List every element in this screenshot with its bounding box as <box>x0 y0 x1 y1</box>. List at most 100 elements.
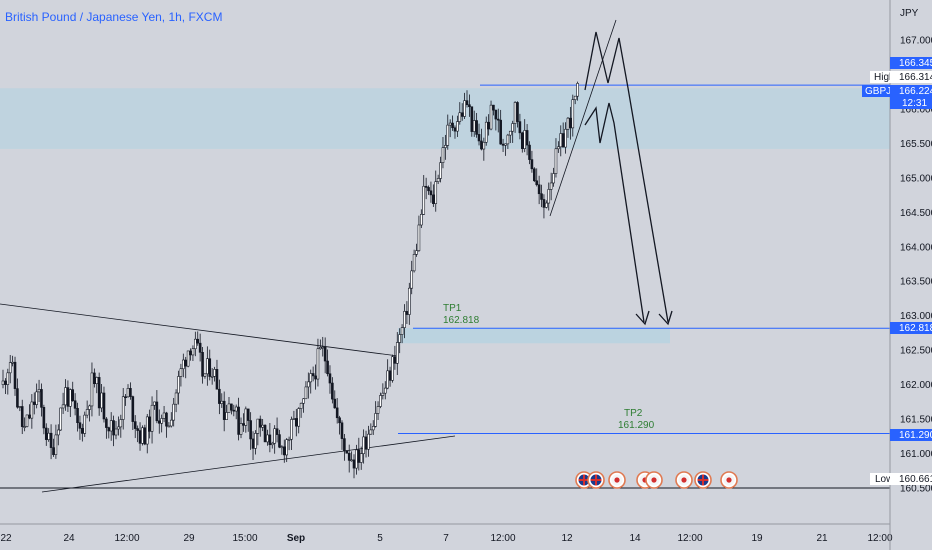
candle <box>49 424 53 460</box>
candle-body <box>232 409 236 412</box>
candle <box>203 373 207 379</box>
candle <box>280 445 284 455</box>
candle-body <box>340 422 344 439</box>
candle-body <box>540 193 543 200</box>
candle-body <box>13 361 17 389</box>
candle <box>179 363 183 387</box>
candle-body <box>482 141 486 150</box>
candle-body <box>88 405 91 410</box>
event-icon[interactable] <box>720 471 738 489</box>
candle <box>355 444 358 475</box>
candle <box>93 368 96 388</box>
economic-event-icons[interactable] <box>575 471 738 489</box>
candle <box>141 425 144 446</box>
candle <box>150 396 154 444</box>
candle-body <box>280 446 284 449</box>
candle-body <box>525 130 529 146</box>
candle-body <box>28 414 31 419</box>
candle <box>480 128 483 151</box>
tp1-label: TP1 162.818 <box>443 303 480 326</box>
candle-body <box>109 420 113 432</box>
candle <box>234 404 238 420</box>
candle-body <box>131 396 135 422</box>
candle <box>201 347 204 384</box>
tp2-label-value: 161.290 <box>618 420 655 431</box>
candle <box>391 354 394 383</box>
candle <box>299 402 303 418</box>
candle <box>499 109 502 145</box>
candle <box>189 348 192 361</box>
candle <box>184 356 188 379</box>
candle-body <box>194 338 197 350</box>
candle-body <box>150 404 154 432</box>
candle-body <box>83 414 87 434</box>
candle <box>119 414 123 438</box>
candle <box>266 429 269 446</box>
candle <box>400 324 404 344</box>
candle-body <box>69 389 72 407</box>
x-tick-label: 24 <box>63 533 75 544</box>
tp2-price-tag <box>890 429 932 441</box>
candle-body <box>535 180 539 186</box>
candle-body <box>242 423 245 426</box>
candle-body <box>338 417 341 424</box>
candle-body <box>516 102 519 122</box>
lower-trendline[interactable] <box>41 435 456 493</box>
candle-body <box>463 100 466 117</box>
event-icon[interactable] <box>608 471 626 489</box>
candle <box>249 412 252 450</box>
candle <box>1 369 5 389</box>
chart-title: British Pound / Japanese Yen, 1h, FXCM <box>5 10 222 24</box>
candle-body <box>268 434 272 446</box>
candle <box>573 95 577 105</box>
candle-body <box>136 428 139 431</box>
price-axis[interactable]: JPY 167.000166.500166.000165.500165.0001… <box>862 0 932 550</box>
candle <box>448 119 452 138</box>
candle-body <box>371 426 375 431</box>
candle-body <box>47 432 50 440</box>
candle <box>439 156 442 183</box>
candle-body <box>323 346 327 362</box>
candle <box>275 417 279 443</box>
candle <box>525 124 529 156</box>
candle-body <box>537 184 541 195</box>
candle <box>537 175 541 205</box>
candle-body <box>362 436 365 454</box>
candle <box>186 350 190 368</box>
candle-body <box>391 356 394 381</box>
candle <box>25 414 29 428</box>
candle <box>81 423 84 442</box>
event-icon[interactable] <box>587 471 605 489</box>
event-icon[interactable] <box>694 471 712 489</box>
candle <box>571 94 575 137</box>
event-icon[interactable] <box>675 471 693 489</box>
candle <box>492 104 495 116</box>
candle-body <box>42 407 46 429</box>
y-tick-label: 163.500 <box>900 277 932 288</box>
candle <box>52 438 55 457</box>
candle-body <box>302 398 305 404</box>
candle <box>157 409 161 434</box>
projection-arrows[interactable] <box>549 19 673 326</box>
candle <box>518 113 522 140</box>
candle-body <box>121 396 125 420</box>
candle <box>302 398 305 413</box>
candle-body <box>177 376 180 394</box>
projection-path-a <box>584 31 669 323</box>
candle-body <box>172 403 175 421</box>
candle-body <box>287 438 291 441</box>
candle <box>278 429 281 449</box>
trendlines[interactable] <box>0 303 456 493</box>
candle-body <box>352 459 356 469</box>
x-axis[interactable]: 22 24 12:00 29 15:00 Sep 5 7 12:00 12 14 12:00 19 21 1… <box>0 533 893 544</box>
candle-body <box>85 409 89 416</box>
candle-body <box>523 130 527 149</box>
upper-trendline[interactable] <box>0 303 399 357</box>
candle <box>386 359 389 390</box>
candle-body <box>417 224 421 251</box>
event-icon[interactable] <box>645 471 663 489</box>
event-icon[interactable] <box>575 471 593 489</box>
candle <box>569 106 572 140</box>
candle-body <box>203 373 207 377</box>
